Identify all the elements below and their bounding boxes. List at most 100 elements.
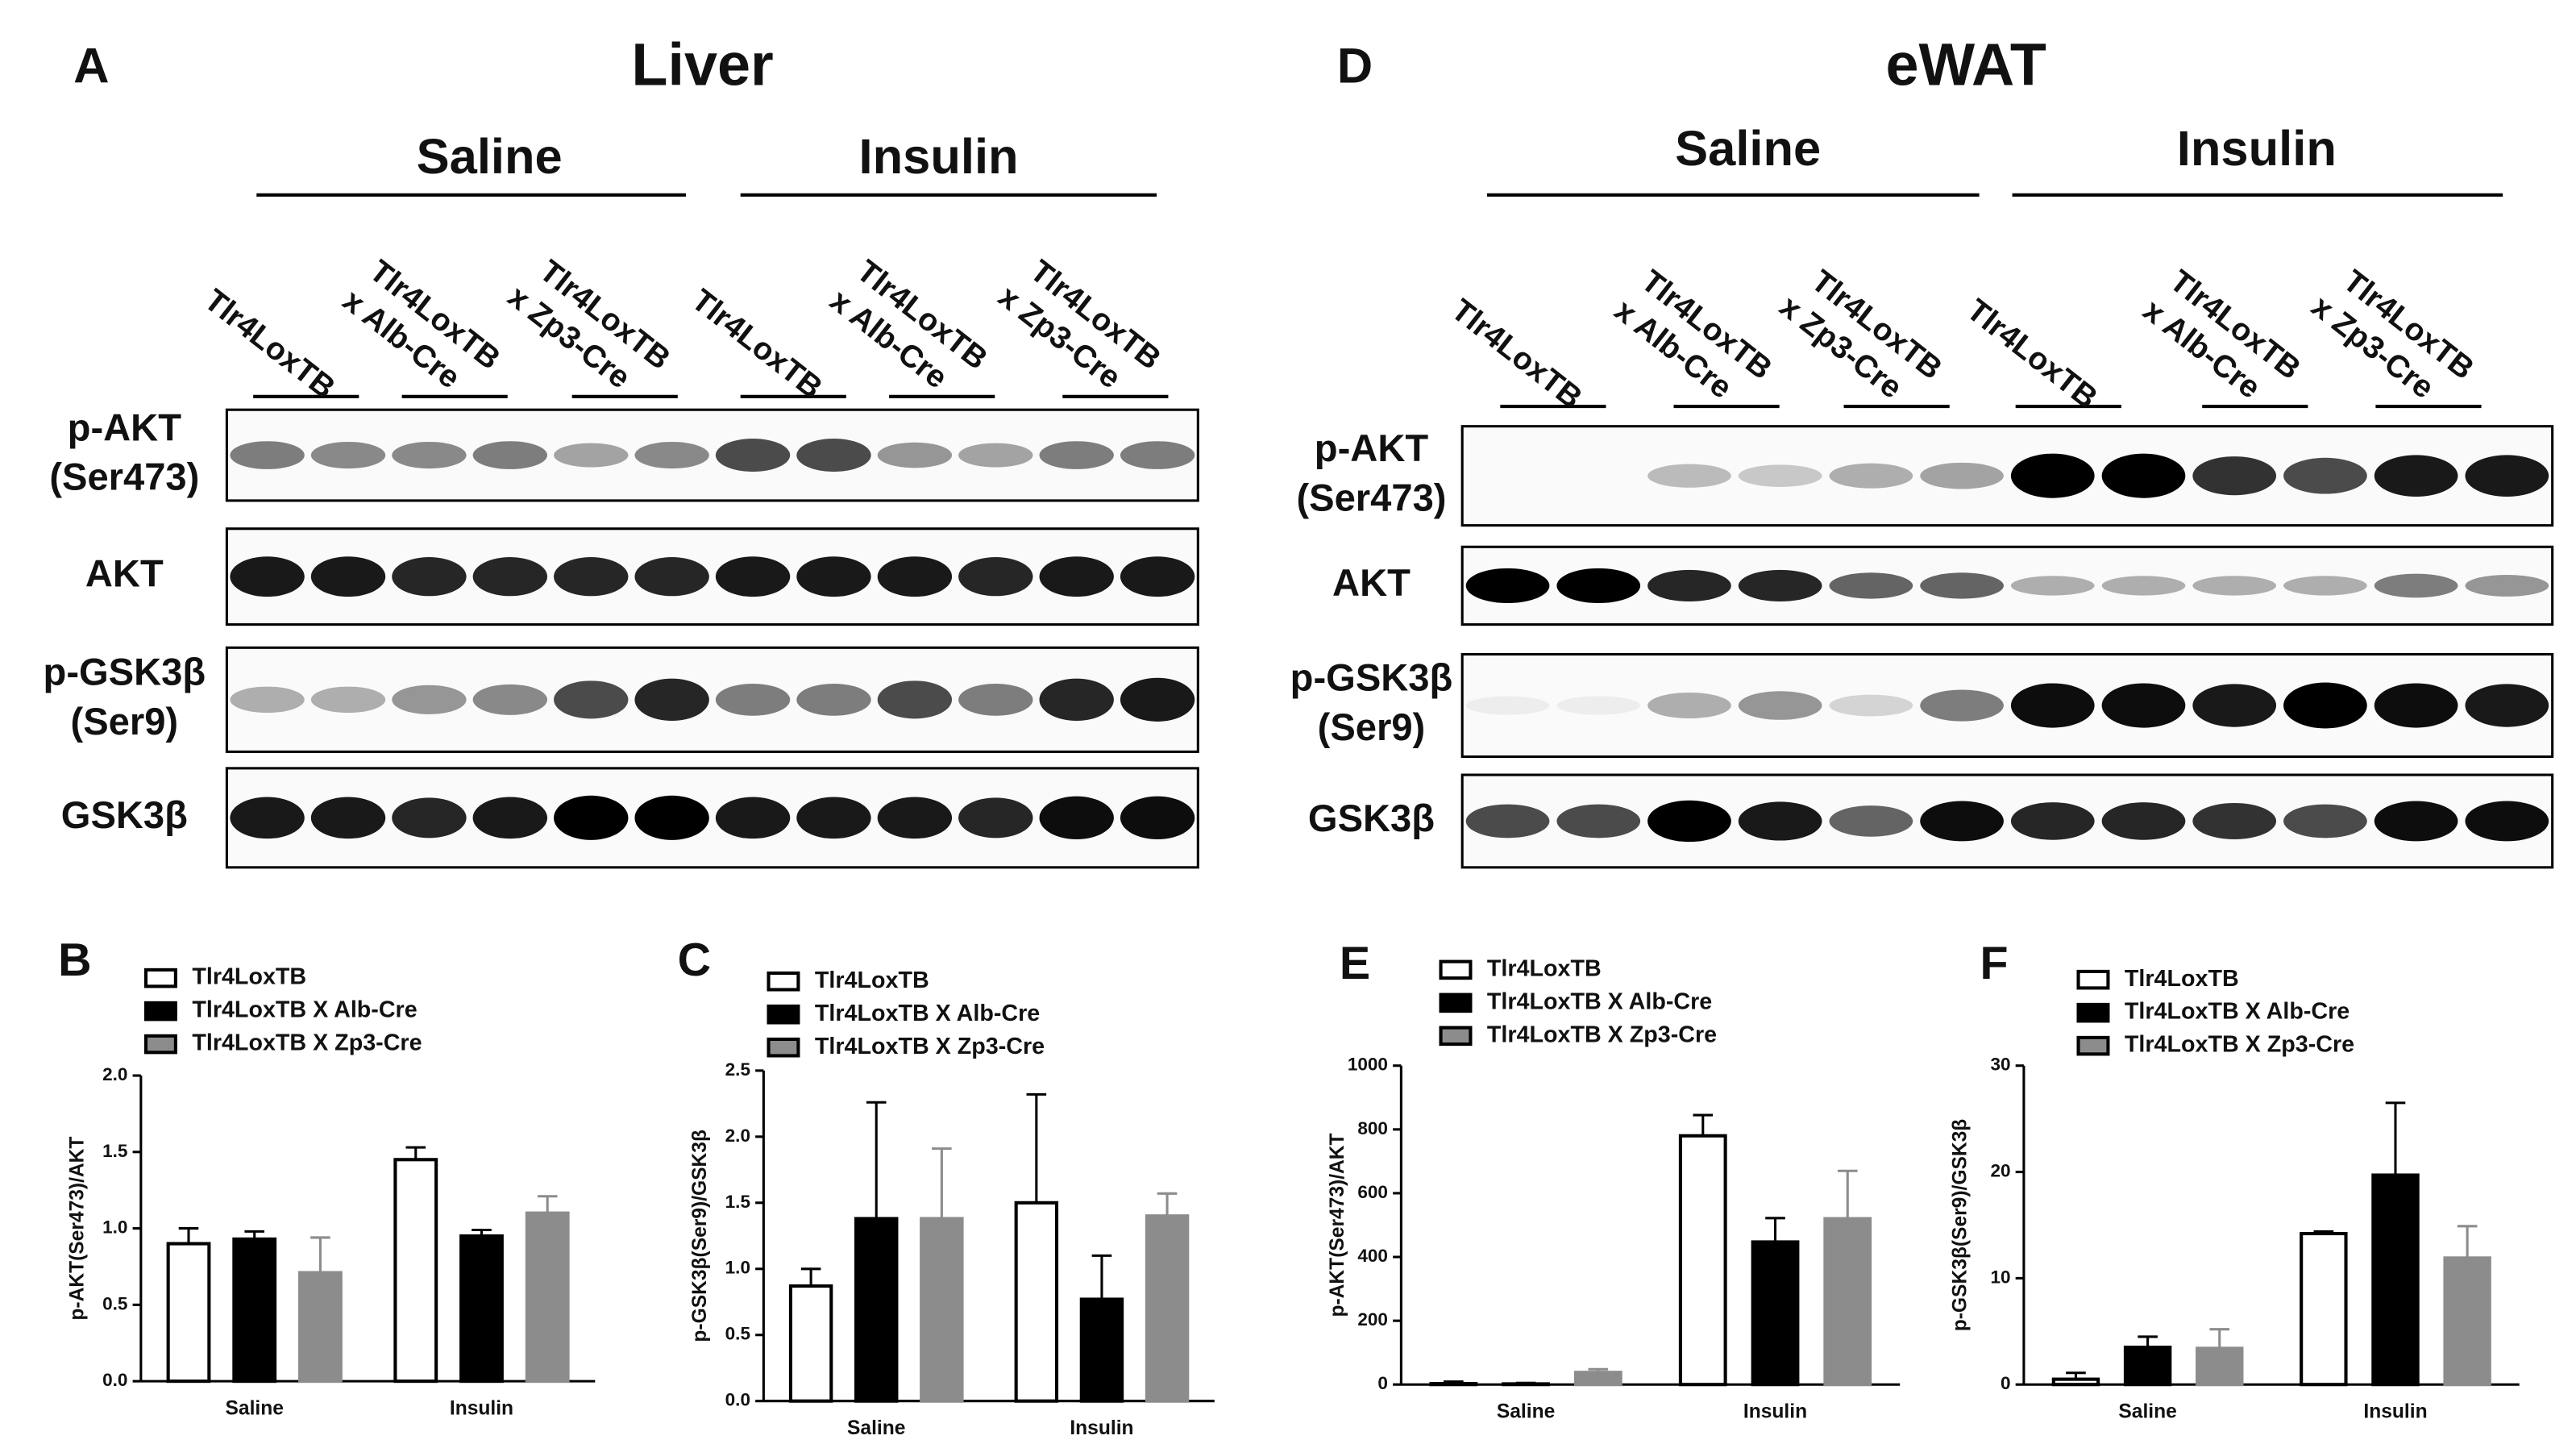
blot-band — [1556, 696, 1641, 715]
blot-strip — [1460, 652, 2554, 759]
blot-band — [392, 441, 467, 469]
bar — [1145, 1214, 1190, 1403]
legend-swatch — [2076, 969, 2110, 990]
blot-band — [1738, 569, 1822, 601]
row-label: p-AKT — [1315, 427, 1429, 469]
blot-band — [1039, 796, 1114, 840]
blot-band — [2010, 683, 2095, 728]
blot-band — [958, 443, 1033, 468]
legend-swatch — [2076, 1002, 2110, 1023]
legend-swatch — [1439, 992, 1473, 1013]
panel-letter: D — [1337, 38, 1373, 94]
blot-strip — [225, 527, 1199, 626]
row-label: GSK3β — [1308, 797, 1435, 839]
lane-label: Tlr4LoxTB — [685, 283, 829, 406]
x-tick-label: Insulin — [450, 1397, 513, 1419]
blot-band — [958, 797, 1033, 839]
blot-band — [2374, 683, 2458, 728]
blot-band — [2374, 573, 2458, 598]
row-label: p-GSK3β — [1290, 656, 1453, 699]
blot-band — [2192, 684, 2277, 727]
blot-band — [554, 680, 629, 719]
y-axis-label: p-AKT(Ser473)/AKT — [66, 1137, 88, 1321]
y-tick-label: 1000 — [1348, 1055, 1388, 1075]
legend-label: Tlr4LoxTB X Alb-Cre — [2125, 999, 2350, 1025]
blot-band — [2283, 804, 2367, 839]
blot-band — [472, 797, 548, 839]
blot-band — [1738, 801, 1822, 841]
y-tick-label: 2.5 — [725, 1059, 750, 1080]
blot-band — [796, 439, 871, 472]
treatment-label: Saline — [417, 129, 563, 185]
lane-label: Tlr4LoxTB — [197, 283, 341, 406]
lane-label-line: Tlr4LoxTB — [1445, 293, 1589, 415]
blot-band — [634, 557, 709, 597]
blot-band — [1465, 696, 1550, 715]
row-label: AKT — [1332, 561, 1411, 604]
row-label: (Ser9) — [71, 700, 179, 743]
blot-band — [2101, 802, 2186, 840]
blot-band — [1120, 441, 1195, 469]
y-tick-label: 2.0 — [725, 1126, 750, 1146]
blot-band — [2010, 576, 2095, 596]
blot-band — [1920, 462, 2004, 489]
legend-label: Tlr4LoxTB — [2125, 966, 2239, 992]
blot-band — [1647, 800, 1731, 843]
blot-band — [554, 443, 629, 468]
y-tick-label: 800 — [1357, 1118, 1388, 1138]
lane-label-line: Tlr4LoxTB — [197, 283, 341, 406]
blot-band — [1920, 689, 2004, 722]
y-tick-label: 0 — [2001, 1373, 2011, 1393]
y-tick-label: 1.5 — [725, 1192, 750, 1212]
blot-band — [310, 441, 386, 469]
bar — [232, 1237, 277, 1384]
blot-strip — [1460, 773, 2554, 869]
row-label: (Ser473) — [1296, 476, 1446, 518]
blot-band — [2192, 456, 2277, 496]
lane-label-line: Tlr4LoxTB — [1960, 293, 2104, 415]
legend-label: Tlr4LoxTB — [1487, 955, 1602, 981]
y-tick-label: 1.5 — [102, 1141, 127, 1161]
row-label: (Ser473) — [49, 456, 199, 498]
blot-band — [2465, 801, 2549, 842]
blot-band — [392, 797, 467, 839]
panel-letter: F — [1980, 938, 2009, 989]
blot-band — [1465, 804, 1550, 839]
row-label: AKT — [85, 552, 164, 595]
y-tick-label: 1.0 — [725, 1258, 750, 1278]
legend-swatch — [767, 1037, 800, 1058]
blot-band — [2283, 576, 2367, 596]
blot-band — [1829, 572, 1913, 599]
blot-band — [472, 441, 548, 469]
panel-letter: A — [73, 38, 109, 94]
panel-letter: B — [58, 934, 91, 986]
legend-swatch — [1439, 1026, 1473, 1047]
lane-label-line: Tlr4LoxTB — [685, 283, 829, 406]
row-label: GSK3β — [61, 793, 188, 836]
blot-band — [2192, 802, 2277, 839]
blot-band — [1039, 678, 1114, 722]
blot-band — [1738, 691, 1822, 720]
y-tick-label: 2.0 — [102, 1064, 127, 1084]
y-axis-label: p-AKT(Ser473)/AKT — [1327, 1133, 1348, 1317]
y-tick-label: 0 — [1377, 1373, 1388, 1393]
panel-letter: E — [1340, 938, 1370, 989]
legend-label: Tlr4LoxTB — [815, 968, 929, 993]
bar — [525, 1211, 570, 1384]
bar — [788, 1284, 833, 1403]
legend-swatch — [143, 1001, 177, 1022]
blot-band — [2010, 802, 2095, 840]
legend-label: Tlr4LoxTB X Alb-Cre — [1487, 988, 1712, 1014]
bar — [166, 1242, 211, 1384]
row-label: p-GSK3β — [44, 651, 206, 693]
x-tick-label: Saline — [847, 1417, 905, 1439]
blot-band — [2101, 453, 2186, 498]
legend-label: Tlr4LoxTB X Zp3-Cre — [192, 1030, 422, 1056]
lane-label: Tlr4LoxTB — [1960, 293, 2104, 415]
y-axis-label: p-GSK3β(Ser9)/GSK3β — [689, 1130, 711, 1342]
